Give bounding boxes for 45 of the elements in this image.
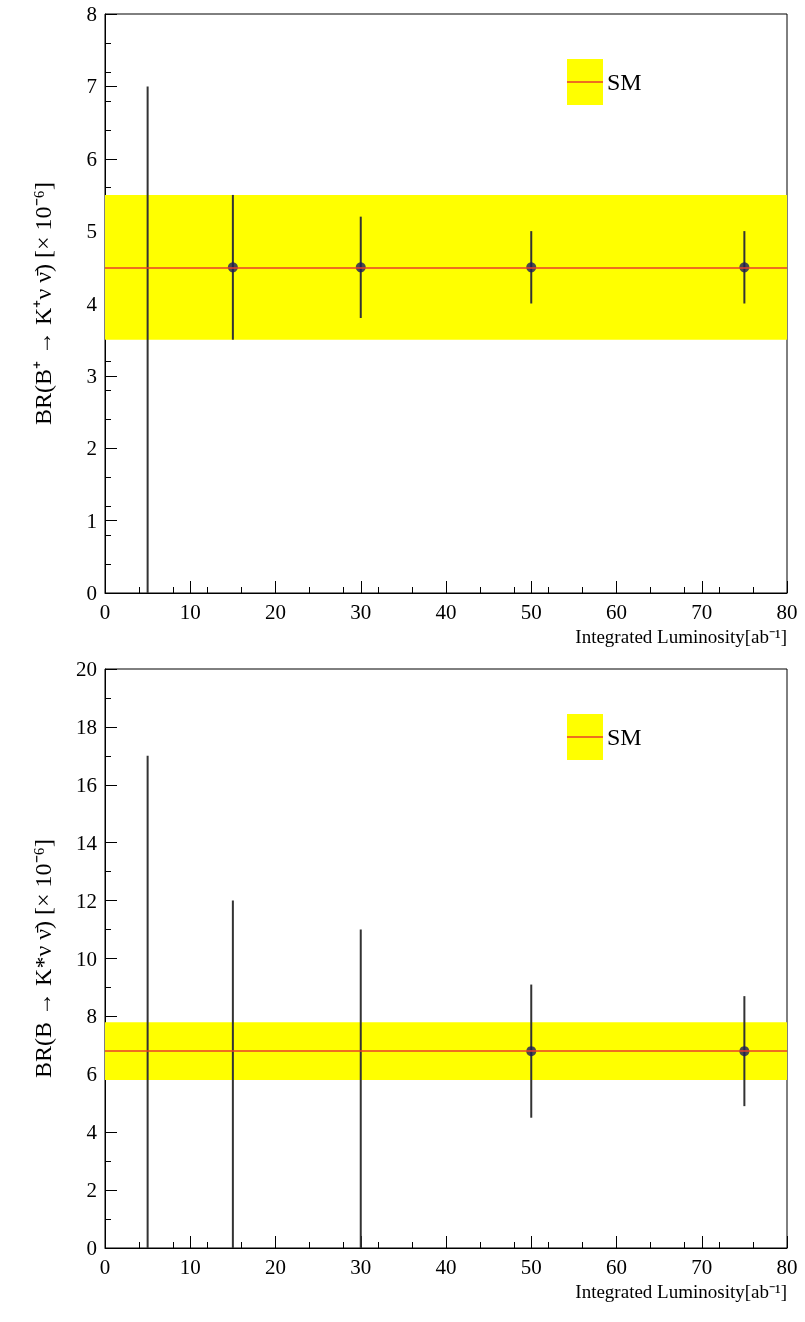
x-tick-label: 50	[520, 1254, 542, 1279]
y-tick-label: 7	[86, 74, 97, 99]
y-tick-label: 8	[86, 1004, 97, 1029]
x-tick-label: 60	[606, 1254, 627, 1279]
x-tick-label: 70	[691, 1254, 713, 1279]
x-tick-label: 40	[435, 1254, 457, 1279]
x-tick-label: 80	[776, 1254, 798, 1279]
x-tick-label: 60	[606, 599, 627, 624]
x-tick-label: 40	[435, 599, 457, 624]
x-axis-title: Integrated Luminosity[ab⁻¹]	[575, 626, 787, 647]
x-tick-label: 20	[265, 1254, 286, 1279]
x-tick-label: 80	[776, 599, 798, 624]
bar	[231, 900, 234, 1248]
y-tick-label: 12	[76, 888, 97, 913]
bar	[146, 755, 149, 1248]
x-tick-label: 10	[179, 1254, 201, 1279]
y-tick-label: 18	[76, 714, 97, 739]
x-tick-label: 50	[520, 599, 542, 624]
y-tick-label: 6	[86, 1062, 97, 1087]
legend-label: SM	[607, 724, 642, 750]
x-tick-label: 70	[691, 599, 713, 624]
y-tick-label: 6	[86, 146, 97, 171]
y-tick-label: 2	[86, 436, 97, 461]
y-tick-label: 2	[86, 1178, 97, 1203]
y-tick-label: 5	[86, 219, 97, 244]
y-tick-label: 0	[86, 1236, 97, 1260]
legend-label: SM	[607, 69, 642, 95]
x-tick-label: 20	[265, 599, 286, 624]
bar	[359, 929, 362, 1248]
x-tick-label: 10	[179, 599, 201, 624]
y-tick-label: 0	[86, 581, 97, 605]
x-tick-label: 30	[350, 1254, 372, 1279]
x-axis-title: Integrated Luminosity[ab⁻¹]	[575, 1281, 787, 1302]
x-tick-label: 30	[350, 599, 372, 624]
y-tick-label: 10	[76, 946, 97, 971]
y-tick-label: 8	[86, 2, 97, 26]
y-axis-title: BR(B⁺ → K⁺ν ν̄) [× 10⁻⁶]	[30, 182, 56, 425]
y-tick-label: 20	[76, 657, 97, 681]
y-tick-label: 14	[76, 830, 98, 855]
y-tick-label: 16	[76, 772, 97, 797]
y-tick-label: 3	[86, 363, 97, 388]
y-tick-label: 1	[86, 508, 97, 533]
y-tick-label: 4	[86, 1120, 98, 1145]
y-tick-label: 4	[86, 291, 98, 316]
y-axis-title: BR(B → K*ν ν̄) [× 10⁻⁶]	[30, 839, 56, 1078]
